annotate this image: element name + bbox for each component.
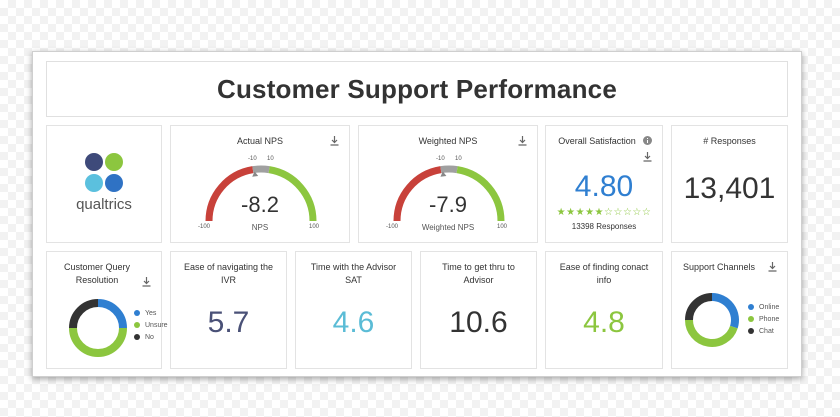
gauge-tick-high: 10 (455, 156, 462, 162)
title-panel: Customer Support Performance (46, 61, 788, 117)
star: ★ (575, 207, 586, 218)
donut-segment (685, 319, 738, 347)
download-icon[interactable] (142, 277, 151, 287)
chart-legend: Online Phone Chat (748, 301, 779, 337)
logo-dot (105, 153, 123, 171)
gauge-positive-arc (268, 166, 317, 222)
ivr-card: Ease of navigating the IVR 5.7 (170, 251, 287, 369)
gauge-marker (252, 171, 259, 177)
gauge-min: -100 (386, 224, 399, 230)
star-rating: ★★★★★☆☆☆☆☆ (546, 207, 662, 218)
donut-segment (69, 299, 99, 329)
query-resolution-card: Customer Query Resolution Yes Unsure No (46, 251, 168, 369)
donut-chart (685, 293, 739, 347)
support-channels-card: Support Channels Online Phone Chat (671, 251, 788, 369)
nps-gauge (205, 165, 317, 222)
card-title: Actual NPS (236, 136, 284, 146)
card-title: Customer Query Resolution (63, 262, 131, 285)
gauge-neutral-arc (440, 165, 458, 174)
star: ★ (594, 207, 604, 218)
gauge-min: -100 (198, 224, 211, 230)
overall-satisfaction-card: Overall Satisfaction 4.80 ★★★★★☆☆☆☆☆ 133… (545, 125, 663, 243)
legend-item: Chat (748, 325, 779, 337)
gauge-tick-high: 10 (267, 156, 274, 162)
star: ☆ (641, 207, 652, 218)
download-icon[interactable] (330, 136, 339, 146)
logo-card: qualtrics (46, 125, 162, 243)
nps-label: Weighted NPS (421, 223, 475, 232)
legend-item: Phone (748, 313, 779, 325)
logo-dot (85, 174, 103, 192)
weighted-nps-card: Weighted NPS -10 10 -7.9 Weighted NPS -1… (358, 125, 538, 243)
contact-info-value: 4.8 (583, 306, 625, 339)
legend-item: Yes (134, 307, 168, 319)
card-title: Ease of finding conact info (559, 262, 649, 285)
gauge-max: 100 (309, 224, 320, 230)
nps-value: -7.9 (429, 192, 467, 217)
donut-segment (69, 327, 127, 357)
star: ☆ (622, 207, 633, 218)
card-title: Time to get thru to Advisor (442, 262, 515, 285)
nps-gauge (393, 165, 505, 222)
download-icon[interactable] (643, 152, 652, 162)
legend-item: No (134, 331, 168, 343)
card-title: Time with the Advisor SAT (310, 262, 397, 285)
gauge-tick-low: -10 (436, 156, 445, 162)
gauge-marker (440, 171, 447, 177)
response-count: 13398 Responses (571, 222, 637, 231)
star: ☆ (632, 207, 642, 218)
star: ★ (556, 207, 567, 218)
thru-time-card: Time to get thru to Advisor 10.6 (420, 251, 537, 369)
card-title: # Responses (703, 136, 756, 146)
page-title: Customer Support Performance (216, 73, 617, 104)
dashboard-frame: Customer Support Performance qualtrics A… (32, 51, 802, 377)
star: ☆ (604, 207, 614, 218)
thru-time-value: 10.6 (449, 306, 508, 339)
donut-segment (97, 299, 127, 329)
chart-legend: Yes Unsure No (134, 307, 168, 343)
gauge-negative-arc (393, 166, 442, 222)
card-title: Overall Satisfaction (558, 136, 636, 146)
logo-dot (85, 153, 103, 171)
responses-card: # Responses 13,401 (671, 125, 788, 243)
legend-item: Unsure (134, 319, 168, 331)
donut-segment (685, 293, 713, 321)
gauge-negative-arc (205, 166, 254, 222)
gauge-max: 100 (497, 224, 508, 230)
responses-value: 13,401 (683, 172, 776, 205)
gauge-positive-arc (456, 166, 505, 222)
logo-text: qualtrics (76, 196, 132, 213)
contact-info-card: Ease of finding conact info 4.8 (545, 251, 663, 369)
star: ★ (566, 207, 576, 218)
nps-label: NPS (251, 223, 269, 232)
qualtrics-logo (85, 153, 123, 192)
logo-dot (105, 174, 123, 192)
star: ☆ (613, 207, 623, 218)
gauge-tick-low: -10 (248, 156, 257, 162)
actual-nps-card: Actual NPS -10 10 -8.2 NPS -100 100 (170, 125, 350, 243)
download-icon[interactable] (768, 262, 777, 272)
info-icon[interactable] (643, 136, 652, 145)
advisor-time-value: 4.6 (332, 306, 375, 339)
gauge-neutral-arc (252, 165, 270, 174)
legend-item: Online (748, 301, 779, 313)
card-title: Weighted NPS (418, 136, 478, 146)
card-title: Ease of navigating the IVR (183, 262, 274, 285)
ivr-value: 5.7 (207, 306, 250, 339)
advisor-time-card: Time with the Advisor SAT 4.6 (295, 251, 412, 369)
donut-segment (711, 293, 739, 329)
satisfaction-value: 4.80 (574, 170, 634, 203)
card-title: Support Channels (683, 262, 756, 272)
donut-chart (69, 299, 127, 357)
star: ★ (585, 207, 595, 218)
download-icon[interactable] (518, 136, 527, 146)
nps-value: -8.2 (241, 192, 279, 217)
